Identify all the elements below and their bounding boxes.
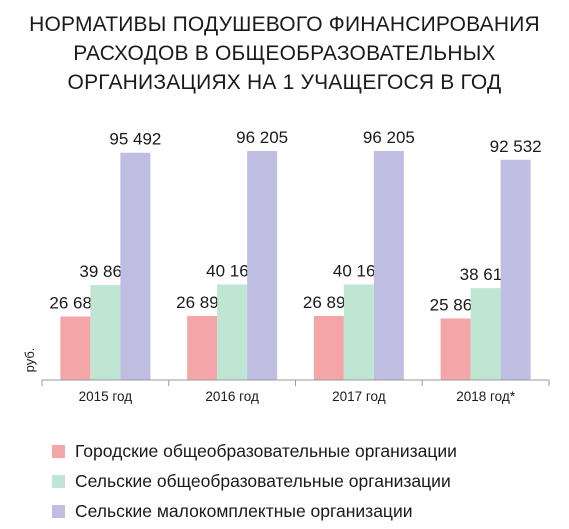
data-label-3-2: 96 205: [236, 128, 288, 147]
legend-swatch-urban: [52, 444, 65, 458]
x-tick-label-1: 2015 год: [79, 389, 133, 404]
bar-1-1: [60, 316, 91, 380]
chart-title-line-1: НОРМАТИВЫ ПОДУШЕВОГО ФИНАНСИРОВАНИЯ: [29, 13, 540, 36]
data-label-2-1: 39 864: [79, 262, 131, 281]
legend-label-rural: Сельские общеобразовательные организации: [75, 470, 451, 491]
bar-3-2: [247, 151, 278, 380]
bar-1-2: [187, 315, 218, 380]
legend-item-rural: Сельские общеобразовательные организации: [52, 466, 567, 496]
bar-1-3: [313, 315, 344, 380]
legend-label-urban: Городские общеобразовательные организаци…: [75, 440, 457, 461]
chart-legend: Городские общеобразовательные организаци…: [52, 436, 567, 526]
data-label-3-3: 96 205: [363, 128, 415, 147]
bar-2-1: [90, 285, 121, 380]
data-label-3-4: 92 532: [490, 137, 542, 156]
bar-2-3: [343, 284, 374, 380]
y-axis-label: руб.: [22, 348, 37, 373]
legend-label-small-rural: Сельские малокомплектные организации: [75, 500, 413, 521]
data-label-1-4: 25 865: [430, 295, 482, 314]
data-label-2-3: 40 163: [333, 261, 385, 280]
x-tick-label-4: 2018 год*: [456, 389, 515, 404]
legend-swatch-small-rural: [52, 504, 65, 518]
legend-swatch-rural: [52, 474, 65, 488]
bar-3-1: [120, 152, 151, 380]
data-label-1-3: 26 894: [303, 293, 355, 312]
bar-1-4: [440, 318, 471, 380]
data-label-2-2: 40 163: [206, 261, 258, 280]
bar-3-3: [373, 151, 404, 380]
data-label-1-2: 26 894: [176, 293, 228, 312]
x-tick-label-3: 2017 год: [332, 389, 386, 404]
data-label-3-1: 95 492: [109, 130, 161, 149]
data-label-2-4: 38 610: [460, 265, 512, 284]
bar-3-4: [500, 159, 531, 380]
chart-title-line-2: РАСХОДОВ В ОБЩЕОБРАЗОВАТЕЛЬНЫХ: [73, 42, 496, 65]
chart-title-line-3: ОРГАНИЗАЦИЯХ НА 1 УЧАЩЕГОСЯ В ГОД: [67, 71, 502, 94]
x-tick-label-2: 2016 год: [205, 389, 259, 404]
legend-item-urban: Городские общеобразовательные организаци…: [52, 436, 567, 466]
legend-item-small-rural: Сельские малокомплектные организации: [52, 496, 567, 526]
bar-2-2: [217, 284, 248, 380]
bar-2-4: [470, 288, 501, 380]
data-label-1-1: 26 689: [49, 293, 101, 312]
chart-title: НОРМАТИВЫ ПОДУШЕВОГО ФИНАНСИРОВАНИЯ РАСХ…: [0, 10, 569, 97]
